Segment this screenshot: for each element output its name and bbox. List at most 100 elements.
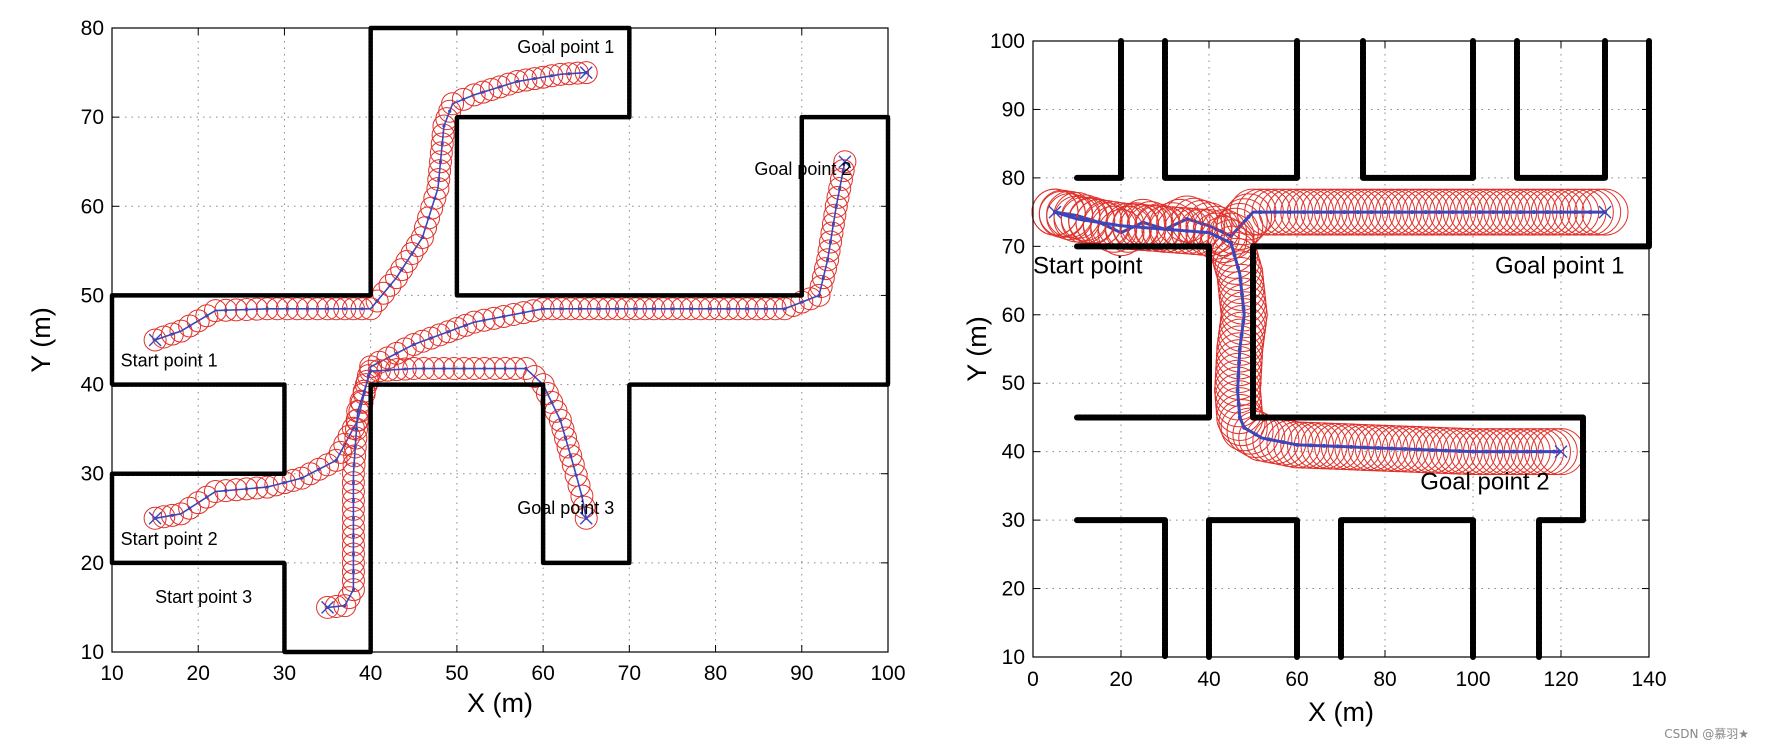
path-circle	[828, 176, 852, 200]
path-point	[541, 307, 545, 311]
path-point	[1362, 445, 1367, 450]
path-point	[1369, 210, 1374, 215]
path-point	[838, 186, 842, 191]
path-circle	[811, 266, 835, 290]
axes-frame	[1032, 40, 1650, 658]
path-point	[1416, 447, 1421, 452]
path-point	[244, 487, 249, 491]
point-marker	[1598, 205, 1612, 219]
path-point	[782, 307, 787, 311]
path-circle	[572, 495, 596, 519]
series-2-points	[153, 169, 845, 520]
y-tick-label: 20	[81, 552, 104, 575]
path-circle	[235, 477, 259, 501]
wall-8	[1206, 517, 1300, 660]
path-point	[1423, 210, 1428, 215]
x-tick-label: 30	[273, 662, 296, 685]
path-circle	[428, 323, 452, 347]
path-circle	[429, 141, 453, 165]
annotation-label: Start point	[1033, 253, 1143, 280]
path-circle	[1046, 193, 1094, 241]
path-circle	[195, 485, 219, 509]
path-point	[352, 463, 356, 467]
y-tick-label: 10	[81, 641, 104, 664]
x-tick-label: 20	[1109, 668, 1132, 691]
path-point	[1457, 449, 1462, 454]
path-point	[343, 604, 347, 608]
y-tick-label: 30	[1002, 509, 1025, 532]
marker-stroke	[1554, 445, 1568, 459]
y-tick-label: 100	[990, 30, 1025, 53]
y-tick-label: 10	[1002, 646, 1025, 669]
path-point	[325, 307, 330, 311]
path-point	[800, 300, 804, 304]
path-circle	[521, 299, 545, 323]
path-point	[498, 85, 502, 89]
x-tick-label: 40	[1197, 668, 1220, 691]
path-point	[550, 74, 554, 78]
path-point	[1538, 449, 1543, 454]
annotation-label: Start point 2	[121, 529, 218, 549]
x-tick-label: 140	[1631, 668, 1666, 691]
path-point	[354, 427, 359, 431]
path-circle	[441, 92, 465, 116]
path-point	[448, 109, 452, 113]
path-point	[524, 366, 528, 371]
path-point	[826, 258, 830, 262]
path-circle	[255, 475, 279, 499]
path-circle	[410, 329, 434, 353]
marker-stroke	[838, 155, 852, 169]
path-point	[360, 307, 364, 311]
y-tick-label: 60	[1002, 304, 1025, 327]
path-point	[821, 276, 825, 280]
path-point	[515, 79, 519, 84]
path-circle	[570, 484, 594, 508]
path-point	[400, 267, 404, 272]
path-circle	[281, 468, 305, 492]
path-circle	[479, 78, 503, 102]
y-axis-label: Y (m)	[26, 307, 56, 373]
path-point	[559, 307, 564, 311]
path-point	[334, 458, 338, 462]
path-point	[403, 367, 407, 371]
path-circle	[488, 75, 512, 99]
path-point	[1573, 210, 1578, 215]
path-point	[422, 366, 426, 371]
path-point	[282, 481, 287, 485]
path-point	[652, 307, 656, 311]
path-point	[1273, 210, 1277, 215]
path-circle	[502, 303, 526, 327]
path-point	[1111, 222, 1116, 227]
path-circle	[419, 326, 443, 350]
path-point	[633, 307, 638, 311]
path-point	[1232, 253, 1237, 258]
path-point	[463, 323, 468, 327]
path-point	[1471, 449, 1475, 454]
path-circle	[169, 319, 193, 343]
path-point	[1199, 230, 1204, 235]
path-point	[188, 506, 192, 510]
wall-7	[1074, 517, 1168, 660]
path-circle	[1218, 399, 1266, 447]
point-marker	[1554, 445, 1568, 459]
path-point	[1067, 214, 1072, 219]
path-circle	[1220, 404, 1268, 452]
path-point	[764, 307, 768, 311]
path-point	[1236, 265, 1241, 270]
path-circle	[556, 435, 580, 459]
path-point	[563, 436, 568, 440]
path-circle	[385, 266, 409, 290]
path-circle	[423, 186, 447, 210]
path-circle	[819, 230, 843, 254]
y-tick-label: 20	[1002, 578, 1025, 601]
path-point	[502, 314, 506, 319]
path-point	[1241, 305, 1246, 310]
path-point	[482, 318, 486, 322]
watermark: CSDN @慕羽★	[1664, 727, 1749, 741]
path-circle	[169, 502, 193, 526]
path-circle	[821, 212, 845, 236]
path-point	[1236, 401, 1241, 406]
path-circle	[186, 491, 210, 515]
path-point	[351, 534, 356, 538]
path-circle	[160, 503, 184, 527]
